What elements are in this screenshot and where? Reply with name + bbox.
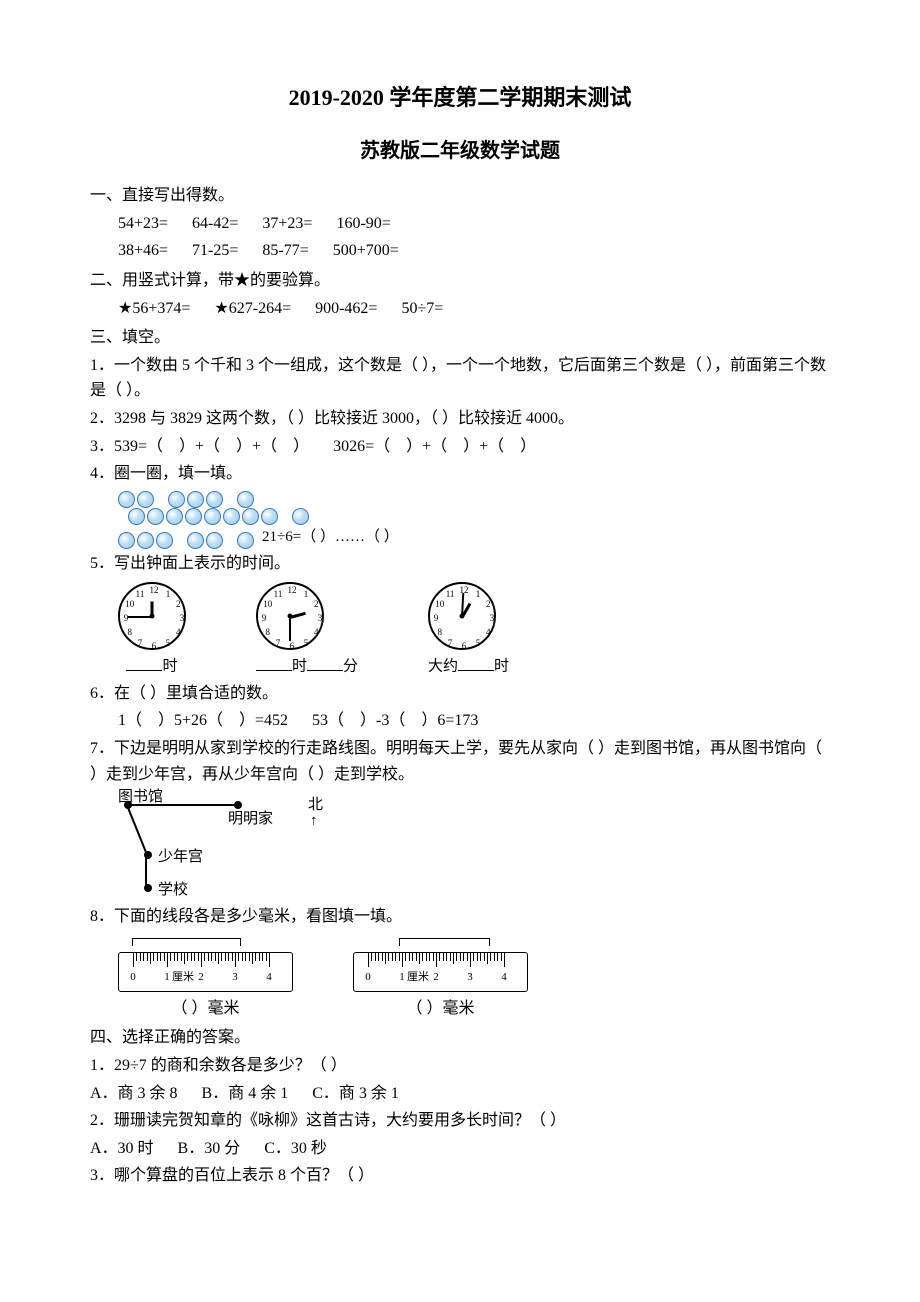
clocks-row: 121234567891011 时 121234567891011 时 分 121… bbox=[118, 582, 830, 679]
map-diagram: 图书馆 明明家 少年宫 学校 北 ↑ bbox=[118, 793, 348, 898]
s4-q2-opts: A．30 时 B．30 分 C．30 秒 bbox=[90, 1136, 830, 1162]
ruler-a: 01234厘米 bbox=[118, 952, 293, 992]
s3-q2: 2．3298 与 3829 这两个数，（ ）比较接近 3000，（ ）比较接近 … bbox=[90, 406, 830, 432]
clock-c: 121234567891011 bbox=[428, 582, 496, 650]
s3-q6: 6．在（ ）里填合适的数。 bbox=[90, 681, 830, 707]
ruler-b-caption: （ ）毫米 bbox=[406, 1000, 474, 1017]
s1-row1: 54+23= 64-42= 37+23= 160-90= bbox=[90, 211, 830, 237]
s1-row2: 38+46= 71-25= 85-77= 500+700= bbox=[90, 238, 830, 264]
s3-q8: 8．下面的线段各是多少毫米，看图填一填。 bbox=[90, 904, 830, 930]
ruler-a-caption: （ ）毫米 bbox=[171, 1000, 239, 1017]
s3-q1: 1．一个数由 5 个千和 3 个一组成，这个数是（ ），一个一个地数，它后面第三… bbox=[90, 353, 830, 404]
ruler-b: 01234厘米 bbox=[353, 952, 528, 992]
s3-q3: 3．539=（ ）+（ ）+（ ） 3026=（ ）+（ ）+（ ） bbox=[90, 434, 830, 460]
title-main: 2019-2020 学年度第二学期期末测试 bbox=[90, 80, 830, 115]
ruler-a-bracket bbox=[132, 938, 241, 946]
clock-c-label: 时 bbox=[494, 659, 509, 675]
rulers-row: 01234厘米 01234厘米 bbox=[118, 938, 830, 992]
s4-q3: 3．哪个算盘的百位上表示 8 个百？（ ） bbox=[90, 1163, 830, 1189]
ruler-b-bracket bbox=[399, 938, 490, 946]
s4-q1-opts: A．商 3 余 8 B．商 4 余 1 C．商 3 余 1 bbox=[90, 1081, 830, 1107]
section-3-head: 三、填空。 bbox=[90, 325, 830, 351]
title-sub: 苏教版二年级数学试题 bbox=[90, 135, 830, 167]
s2-row: ★56+374= ★627-264= 900-462= 50÷7= bbox=[90, 296, 830, 322]
section-1-head: 一、直接写出得数。 bbox=[90, 183, 830, 209]
clock-a: 121234567891011 bbox=[118, 582, 186, 650]
s3-q7: 7．下边是明明从家到学校的行走路线图。明明每天上学，要先从家向（ ）走到图书馆，… bbox=[90, 736, 830, 787]
map-lib-label: 图书馆 bbox=[118, 785, 163, 809]
circles-diagram: 21÷6=（ ）……（ ） bbox=[118, 491, 830, 549]
clock-b-mid: 时 bbox=[292, 659, 307, 675]
clock-b-suf: 分 bbox=[343, 659, 358, 675]
map-palace-label: 少年宫 bbox=[158, 845, 203, 869]
s4-q2: 2．珊珊读完贺知章的《咏柳》这首古诗，大约要用多长时间？（ ） bbox=[90, 1108, 830, 1134]
section-4-head: 四、选择正确的答案。 bbox=[90, 1025, 830, 1051]
map-home-label: 明明家 bbox=[228, 807, 273, 831]
q4-expr: 21÷6=（ ）……（ ） bbox=[262, 525, 399, 549]
s3-q5: 5．写出钟面上表示的时间。 bbox=[90, 551, 830, 577]
clock-b: 121234567891011 bbox=[256, 582, 324, 650]
north-arrow-icon: ↑ bbox=[310, 809, 318, 833]
clock-c-pre: 大约 bbox=[428, 659, 458, 675]
s4-q1: 1．29÷7 的商和余数各是多少？（ ） bbox=[90, 1053, 830, 1079]
section-2-head: 二、用竖式计算，带★的要验算。 bbox=[90, 268, 830, 294]
rulers-captions: （ ）毫米 （ ）毫米 bbox=[118, 996, 830, 1022]
map-school-label: 学校 bbox=[158, 878, 188, 902]
s3-q6-row: 1（ ）5+26（ ）=452 53（ ）-3（ ）6=173 bbox=[90, 708, 830, 734]
s3-q4: 4．圈一圈，填一填。 bbox=[90, 461, 830, 487]
clock-a-label: 时 bbox=[162, 659, 177, 675]
